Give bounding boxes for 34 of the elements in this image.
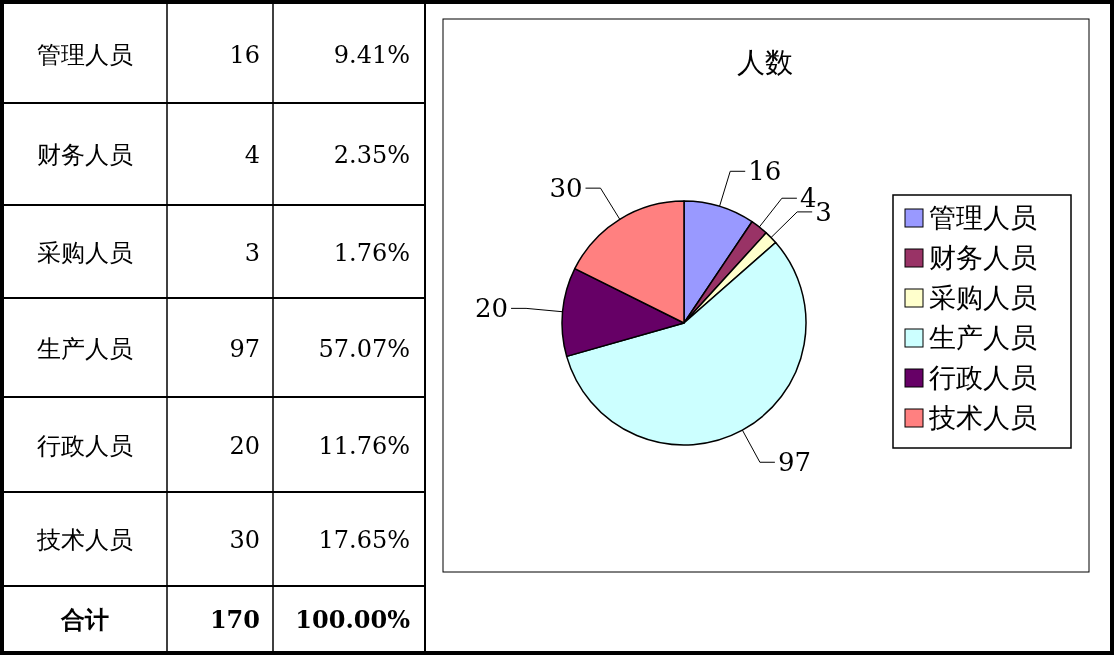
- legend-label: 生产人员: [929, 322, 1037, 353]
- data-label: 16: [748, 156, 782, 187]
- text: 4: [244, 141, 260, 169]
- text: 17.65%: [318, 526, 410, 554]
- text: 100.00%: [295, 604, 411, 634]
- text: 30: [229, 526, 260, 554]
- data-label: 4: [799, 183, 817, 214]
- text: 20: [229, 431, 260, 460]
- text: 管理人员: [37, 40, 133, 69]
- legend-label: 技术人员: [928, 402, 1037, 433]
- text: 2.35%: [333, 141, 410, 169]
- text: 97: [229, 334, 260, 363]
- legend-label: 财务人员: [929, 242, 1037, 273]
- data-label: 3: [815, 196, 832, 227]
- data-label: 20: [474, 293, 509, 324]
- text: 技术人员: [36, 526, 133, 554]
- text: 财务人员: [37, 141, 133, 169]
- data-label: 97: [777, 447, 811, 478]
- data-label: 30: [549, 173, 583, 204]
- legend-label: 采购人员: [929, 282, 1037, 313]
- text: 16: [229, 40, 260, 69]
- text: 57.07%: [318, 334, 410, 363]
- legend-label: 行政人员: [929, 362, 1037, 393]
- text: 170: [209, 604, 260, 634]
- text: 11.76%: [318, 431, 410, 460]
- chart-title: 人数: [737, 46, 793, 79]
- text: 3: [244, 238, 260, 267]
- text: 行政人员: [37, 431, 133, 460]
- text: 1.76%: [333, 238, 410, 267]
- text: 生产人员: [37, 334, 133, 363]
- text: 合计: [60, 604, 109, 634]
- legend-label: 管理人员: [929, 202, 1037, 233]
- text: 采购人员: [37, 238, 133, 267]
- text: 9.41%: [333, 40, 410, 69]
